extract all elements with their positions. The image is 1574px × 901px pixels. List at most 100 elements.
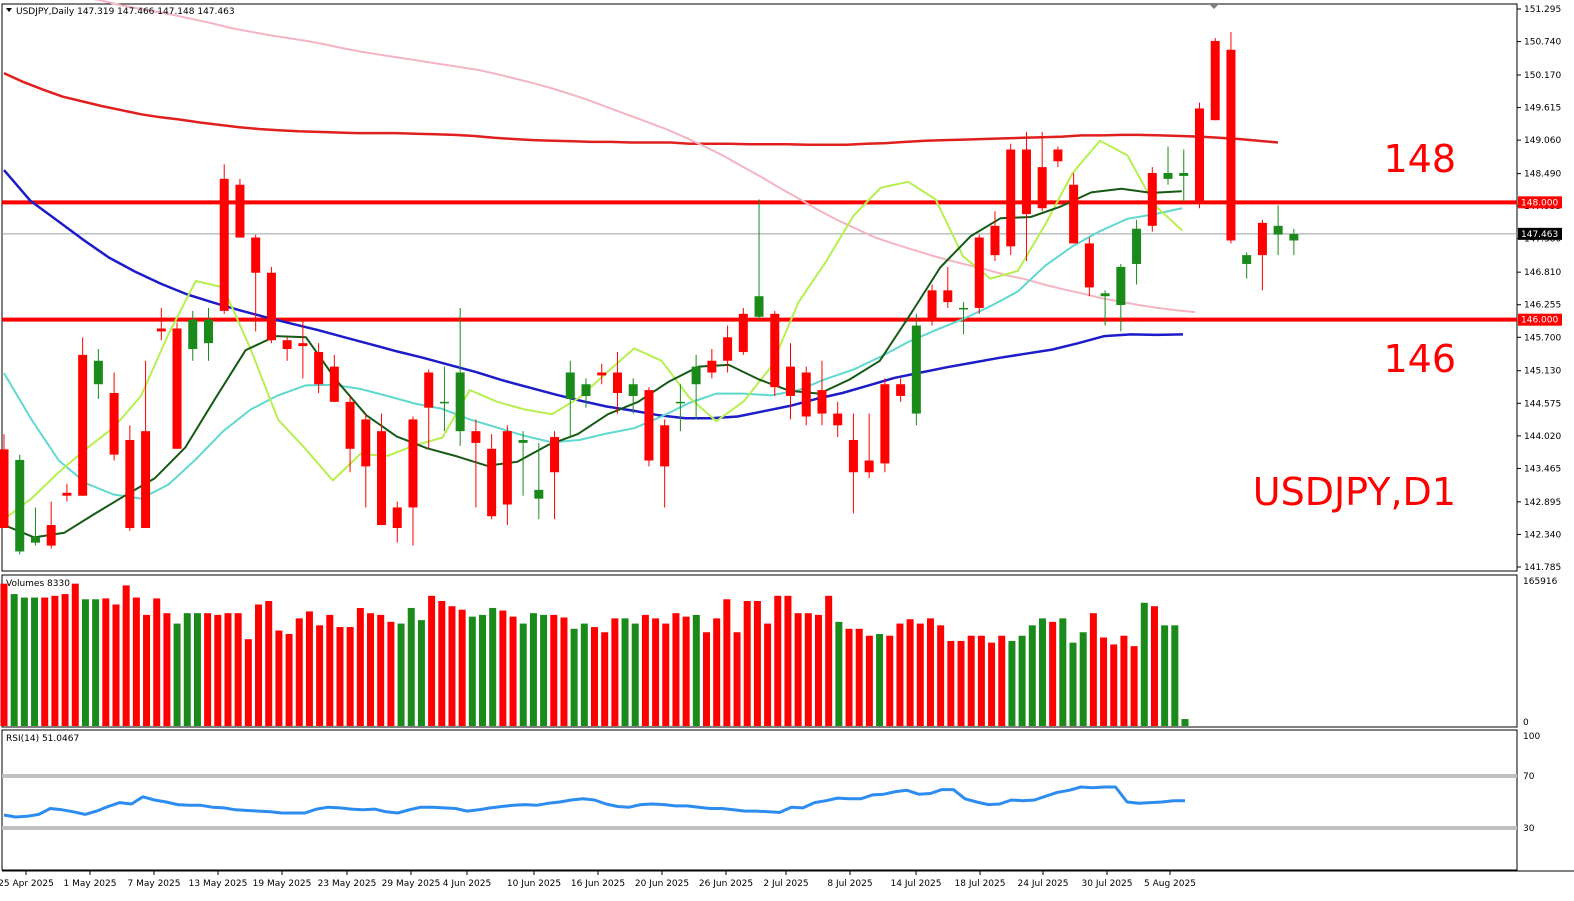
candle-body [78,354,88,496]
date-tick-label: 26 Jun 2025 [699,879,753,889]
volume-bar [458,609,466,726]
volume-bar [81,599,89,726]
volume-bar [743,601,751,726]
candle-body [1037,167,1047,209]
price-tick-label: 150.740 [1524,38,1561,48]
volume-bar [845,628,853,726]
candle-body [377,431,387,526]
date-tick-label: 16 Jun 2025 [571,879,625,889]
volume-bar [1150,606,1158,726]
candle [1132,219,1142,285]
candle-body [581,384,591,396]
chevron-down-icon[interactable] [6,8,12,12]
volume-bar [102,598,110,726]
volume-bar [560,617,568,726]
rsi-axis-100: 100 [1523,732,1540,742]
candle [1006,143,1016,256]
candle-body [1069,184,1079,244]
volume-zero-label: 0 [1523,718,1529,728]
volume-bar [143,614,151,726]
volume-bar [621,618,629,726]
volume-bar [1079,632,1087,726]
volume-bar [1110,644,1118,726]
candle [1210,38,1220,121]
candle-body [817,390,827,414]
rsi-axis-30: 30 [1523,824,1535,834]
current-price-tag-label: 147.463 [1521,230,1558,240]
candle-body [675,401,685,404]
price-tick-label: 151.295 [1524,5,1561,15]
date-tick-label: 13 May 2025 [189,879,248,889]
candle-body [46,525,56,546]
volume-bar [835,621,843,726]
candle [156,307,166,341]
volume-bar [479,614,487,726]
candle [266,266,276,344]
volume-bar [631,623,639,726]
shift-marker-icon[interactable] [1209,4,1219,9]
volume-bar [468,616,476,726]
candle-body [628,384,638,396]
candle-body [1226,49,1236,241]
candle [1179,149,1189,203]
volume-bar [855,628,863,726]
candle [141,360,151,528]
volume-bar [998,635,1006,726]
volume-bar [713,618,721,726]
candle [30,507,40,546]
candle [78,337,88,496]
volume-bar [51,595,59,726]
volume-max-label: 165916 [1523,577,1558,587]
volume-bar [0,583,8,726]
candle [974,234,984,314]
volume-bar [672,613,680,726]
level-price-tag-label: 146.000 [1521,316,1558,326]
volume-bar [580,623,588,726]
candle-body [125,439,135,528]
volume-bar [1008,640,1016,726]
candle [377,413,387,526]
volume-bar [214,614,222,726]
candle [0,434,9,528]
candle-body [801,372,811,417]
volume-bar [417,620,425,726]
candle-body [62,492,72,496]
rsi-line [3,785,1185,819]
moving-average-line-red [3,72,1279,147]
volume-bar [804,613,812,726]
volume-bar [540,614,548,726]
candle [1289,228,1299,256]
candle-body [203,319,213,344]
candle [361,413,371,508]
candle-body [770,313,780,388]
volume-bar [20,597,28,726]
volume-bar [947,640,955,726]
volume-bar [570,628,578,726]
date-tick-label: 19 May 2025 [253,879,312,889]
volume-bar [275,630,283,726]
candle-body [943,290,953,303]
volume-bar [1161,625,1169,726]
volume-bar [31,597,39,726]
volume-bar [224,613,232,726]
volume-bar [662,623,670,726]
volume-bar [926,618,934,726]
candle [817,360,827,426]
volume-bar [61,594,69,726]
candle [660,419,670,508]
candle [723,325,733,373]
candle-body [1116,266,1126,306]
level-high-annotation: 148 [1383,137,1456,181]
volume-bar [356,607,364,726]
price-tick-label: 146.810 [1524,268,1561,278]
candle [896,378,906,402]
candle-body [660,425,670,467]
candle-body [487,448,497,517]
volume-bar [173,623,181,726]
volume-bar [814,614,822,726]
rsi-label: RSI(14) 51.0467 [6,734,79,744]
candle-body [896,384,906,396]
candle [109,372,119,461]
volume-bar [193,613,201,726]
